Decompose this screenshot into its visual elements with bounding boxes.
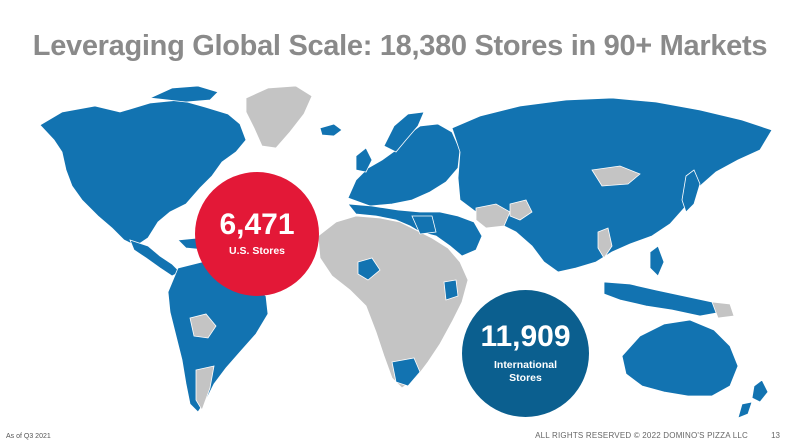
region-central-america	[129, 239, 181, 277]
region-scandinavia	[383, 111, 425, 153]
region-iran	[475, 203, 511, 229]
us-stores-count: 6,471	[219, 207, 295, 241]
slide-title: Leveraging Global Scale: 18,380 Stores i…	[32, 30, 768, 62]
region-greenland	[245, 85, 313, 149]
region-arctic-islands	[148, 85, 219, 103]
region-australia	[621, 319, 739, 397]
region-egypt	[411, 215, 437, 235]
international-stores-count: 11,909	[480, 319, 571, 353]
region-papua	[711, 301, 735, 319]
region-indonesia	[603, 281, 723, 317]
international-stores-label-line1: International	[493, 358, 557, 371]
us-stores-bubble: 6,471 U.S. Stores	[195, 172, 319, 296]
region-afghanistan	[509, 199, 533, 221]
as-of-note: As of Q3 2021	[6, 433, 51, 440]
region-kenya	[443, 279, 459, 301]
region-south-africa	[391, 357, 421, 387]
region-africa	[317, 215, 469, 389]
international-stores-bubble: 11,909 International Stores	[462, 290, 589, 417]
region-north-america	[39, 99, 247, 247]
us-stores-label: U.S. Stores	[228, 244, 286, 257]
region-uk	[355, 147, 373, 173]
region-iceland	[319, 123, 343, 137]
region-mongolia	[591, 165, 641, 187]
region-myanmar	[597, 227, 613, 259]
region-europe	[347, 123, 461, 207]
page-number: 13	[771, 431, 780, 440]
region-bolivia	[189, 313, 217, 339]
copyright-note: ALL RIGHTS RESERVED © 2022 DOMINO'S PIZZ…	[535, 431, 748, 440]
region-argentina-south	[195, 365, 215, 411]
region-nigeria	[357, 257, 381, 281]
region-japan	[681, 169, 701, 213]
international-stores-label-line2: Stores	[509, 372, 542, 384]
region-north-africa-middle-east	[347, 203, 483, 257]
region-philippines	[649, 245, 665, 277]
region-new-zealand	[751, 379, 769, 403]
region-new-zealand-south	[737, 401, 753, 419]
